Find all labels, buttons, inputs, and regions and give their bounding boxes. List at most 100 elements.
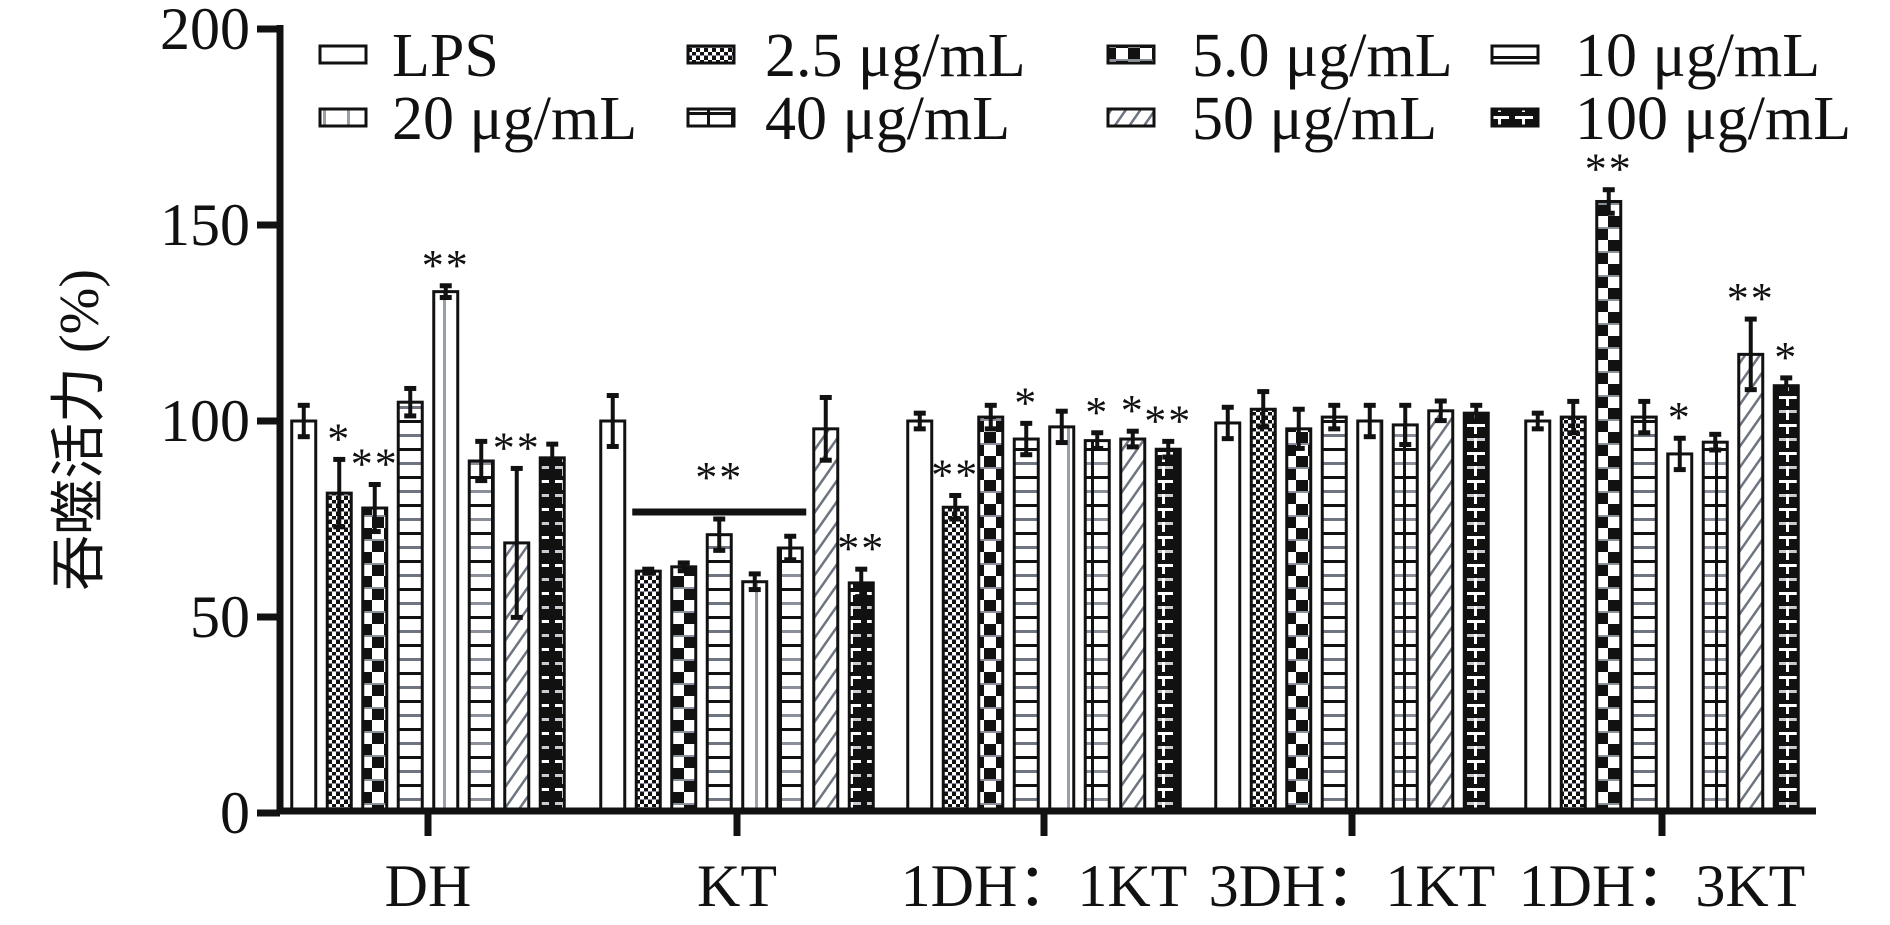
bar	[396, 400, 424, 813]
bar	[467, 459, 495, 813]
bar	[1285, 427, 1313, 813]
error-bar	[748, 571, 761, 593]
significance-marker: **	[1585, 145, 1633, 194]
significance-marker: *	[1668, 393, 1692, 442]
error-bar	[333, 456, 346, 530]
x-tick-label: 1DH：1KT	[901, 853, 1188, 919]
legend-label: 50 μg/mL	[1192, 85, 1437, 153]
bar	[432, 290, 460, 813]
significance-marker: **	[837, 524, 885, 573]
bar	[1772, 384, 1800, 813]
bar	[599, 419, 627, 813]
x-ticks: DH KT 1DH：1KT 3DH：1KT 1DH：3KT	[385, 811, 1805, 919]
bar	[1012, 437, 1040, 813]
legend-label: 20 μg/mL	[392, 85, 637, 153]
legend-label: 10 μg/mL	[1575, 22, 1820, 90]
error-bar	[1567, 398, 1580, 436]
error-bar	[677, 560, 690, 574]
error-bar	[1020, 420, 1033, 458]
legend-label: 5.0 μg/mL	[1192, 22, 1453, 90]
bar	[1595, 199, 1623, 813]
bar	[1083, 439, 1111, 813]
y-tick-label: 100	[160, 388, 250, 454]
significance-marker: **	[1144, 396, 1192, 445]
bar	[1666, 452, 1694, 813]
error-bar	[913, 410, 926, 432]
significance-marker: *	[1121, 386, 1145, 435]
bar	[906, 419, 934, 813]
significance-marker: **	[422, 241, 470, 290]
bar	[1356, 419, 1384, 813]
bar	[1391, 423, 1419, 813]
bar	[977, 415, 1005, 813]
bar	[1048, 425, 1076, 813]
legend-swatch	[318, 107, 368, 128]
y-tick-label: 50	[190, 584, 250, 650]
legend-swatch	[1106, 107, 1156, 128]
error-bar	[1162, 438, 1175, 460]
bars-layer	[290, 199, 1800, 813]
legend-swatch	[686, 107, 736, 128]
y-tick-label: 200	[160, 0, 250, 62]
legend-swatch	[318, 44, 368, 65]
legend-item: LPS	[318, 22, 499, 90]
bracket-significance-label: **	[695, 453, 743, 502]
error-bar	[510, 465, 523, 620]
legend-swatch	[1490, 44, 1540, 65]
legend-item: 2.5 μg/mL	[686, 22, 1026, 90]
error-bar	[1363, 402, 1376, 440]
legend-item: 40 μg/mL	[686, 85, 1010, 153]
error-bar	[1638, 398, 1651, 436]
bar	[741, 580, 769, 813]
error-bar	[1399, 402, 1412, 448]
x-tick-label: DH	[385, 853, 472, 919]
annotations-layer: ************ * * **********	[297, 145, 1796, 620]
error-bar	[1055, 408, 1068, 446]
error-bar	[1091, 430, 1104, 451]
legend-swatch	[686, 44, 736, 65]
bar	[1154, 447, 1182, 813]
legend: LPS 2.5 μg/mL 5.0 μg/mL 10 μg/mL 20 μg/mL 40 …	[318, 22, 1851, 153]
error-bar	[1434, 398, 1447, 424]
bar	[941, 505, 969, 813]
error-bar	[1531, 410, 1544, 432]
error-bar	[1292, 406, 1305, 451]
error-bar	[855, 566, 868, 600]
error-bar	[1328, 402, 1341, 432]
error-bar	[1602, 187, 1615, 216]
bar	[1630, 415, 1658, 813]
bar	[1559, 415, 1587, 813]
bar	[1524, 419, 1552, 813]
error-bar	[1221, 404, 1234, 442]
legend-item: 50 μg/mL	[1106, 85, 1437, 153]
bar	[1119, 437, 1147, 813]
significance-marker: **	[493, 423, 541, 472]
error-bar	[606, 393, 619, 449]
significance-marker: *	[1085, 388, 1109, 437]
x-tick-label: 3DH：1KT	[1209, 853, 1496, 919]
legend-swatch	[1490, 107, 1540, 128]
bar	[1249, 407, 1277, 813]
error-bar	[297, 402, 310, 440]
bar	[812, 427, 840, 813]
error-bar	[1744, 316, 1757, 393]
bar	[538, 456, 566, 813]
error-bar	[368, 482, 381, 535]
bar	[1462, 411, 1490, 813]
error-bar	[1709, 431, 1722, 453]
legend-label: 40 μg/mL	[765, 85, 1010, 153]
error-bar	[984, 402, 997, 432]
legend-label: LPS	[392, 22, 499, 90]
bar	[776, 546, 804, 813]
bar	[325, 491, 353, 813]
legend-label: 100 μg/mL	[1575, 85, 1851, 153]
legend-swatch	[1106, 44, 1156, 65]
y-tick-label: 0	[220, 780, 250, 846]
legend-item: 20 μg/mL	[318, 85, 637, 153]
error-bar	[1126, 428, 1139, 450]
error-bar	[404, 385, 417, 419]
bar	[670, 565, 698, 813]
y-tick-label: 150	[160, 192, 250, 258]
error-bar	[642, 566, 655, 576]
